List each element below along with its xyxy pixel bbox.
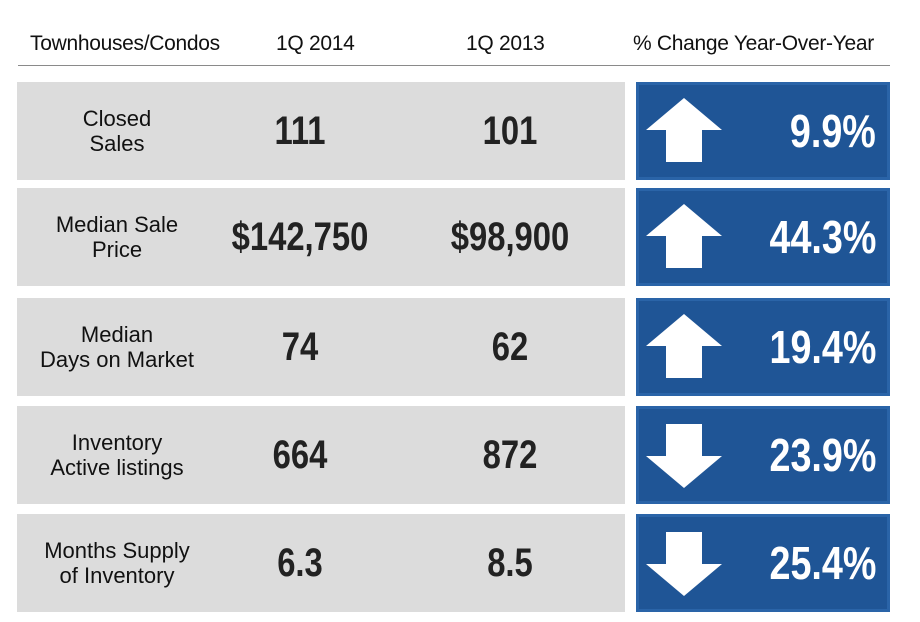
header-change-column: % Change Year-Over-Year bbox=[633, 32, 874, 55]
table-row-median-sale-price: Median Sale Price $142,750 $98,900 44.3% bbox=[0, 188, 920, 286]
change-cell: 44.3% bbox=[636, 188, 890, 286]
change-cell: 23.9% bbox=[636, 406, 890, 504]
arrow-up-icon bbox=[646, 204, 722, 268]
change-percent: 9.9% bbox=[790, 105, 876, 157]
change-percent: 25.4% bbox=[769, 537, 876, 589]
row-label: Inventory Active listings bbox=[17, 406, 217, 504]
row-label-line2: Days on Market bbox=[39, 347, 195, 372]
row-background bbox=[17, 406, 625, 504]
value-2013: 62 bbox=[491, 324, 529, 369]
value-2014: 74 bbox=[281, 324, 319, 369]
row-label-line2: Price bbox=[91, 237, 143, 262]
value-2013: 8.5 bbox=[487, 540, 533, 585]
value-2014: 111 bbox=[274, 108, 326, 153]
change-percent: 23.9% bbox=[769, 429, 876, 481]
value-2013: 872 bbox=[482, 432, 538, 477]
arrow-down-icon bbox=[646, 532, 722, 596]
header-2013-column: 1Q 2013 bbox=[466, 32, 545, 55]
row-label: Closed Sales bbox=[17, 82, 217, 180]
row-background bbox=[17, 188, 625, 286]
header-divider bbox=[18, 65, 890, 66]
arrow-up-icon bbox=[646, 98, 722, 162]
value-2014: 664 bbox=[272, 432, 328, 477]
value-2013: $98,900 bbox=[450, 214, 570, 259]
row-background bbox=[17, 82, 625, 180]
value-2014: 6.3 bbox=[277, 540, 323, 585]
row-label-line1: Inventory bbox=[71, 430, 163, 455]
row-label-line1: Closed bbox=[82, 106, 152, 131]
change-cell: 9.9% bbox=[636, 82, 890, 180]
row-label-line1: Median Sale bbox=[55, 212, 179, 237]
row-label-line2: Active listings bbox=[50, 455, 184, 480]
table-row-inventory-active-listings: Inventory Active listings 664 872 23.9% bbox=[0, 406, 920, 504]
header-category-label: Townhouses/Condos bbox=[30, 32, 220, 55]
arrow-up-icon bbox=[646, 314, 722, 378]
row-background bbox=[17, 298, 625, 396]
row-background bbox=[17, 514, 625, 612]
row-label-line2: Sales bbox=[89, 131, 145, 156]
header-2014-column: 1Q 2014 bbox=[276, 32, 355, 55]
value-2014: $142,750 bbox=[231, 214, 369, 259]
value-2013: 101 bbox=[482, 108, 538, 153]
row-label-line2: of Inventory bbox=[59, 563, 175, 588]
row-label-line1: Months Supply bbox=[44, 538, 190, 563]
table-row-closed-sales: Closed Sales 111 101 9.9% bbox=[0, 82, 920, 180]
table-header: Townhouses/Condos 1Q 2014 1Q 2013 % Chan… bbox=[0, 32, 920, 62]
change-percent: 44.3% bbox=[769, 211, 876, 263]
change-cell: 25.4% bbox=[636, 514, 890, 612]
arrow-down-icon bbox=[646, 424, 722, 488]
table-row-median-days-on-market: Median Days on Market 74 62 19.4% bbox=[0, 298, 920, 396]
change-cell: 19.4% bbox=[636, 298, 890, 396]
row-label: Median Days on Market bbox=[17, 298, 217, 396]
row-label: Median Sale Price bbox=[17, 188, 217, 286]
table-row-months-supply: Months Supply of Inventory 6.3 8.5 25.4% bbox=[0, 514, 920, 612]
row-label-line1: Median bbox=[80, 322, 154, 347]
change-percent: 19.4% bbox=[769, 321, 876, 373]
row-label: Months Supply of Inventory bbox=[17, 514, 217, 612]
